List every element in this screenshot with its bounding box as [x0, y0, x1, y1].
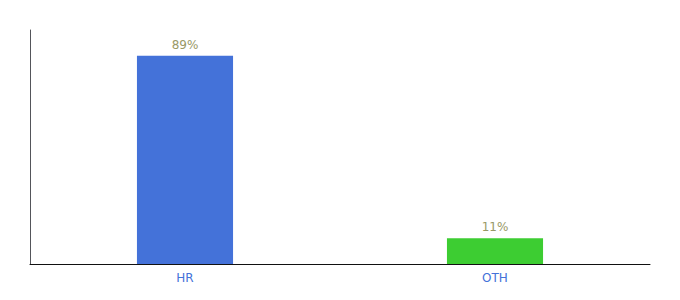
svg-text:11%: 11%	[482, 220, 509, 234]
svg-text:HR: HR	[176, 271, 193, 285]
svg-text:89%: 89%	[172, 38, 199, 52]
svg-text:OTH: OTH	[482, 271, 508, 285]
